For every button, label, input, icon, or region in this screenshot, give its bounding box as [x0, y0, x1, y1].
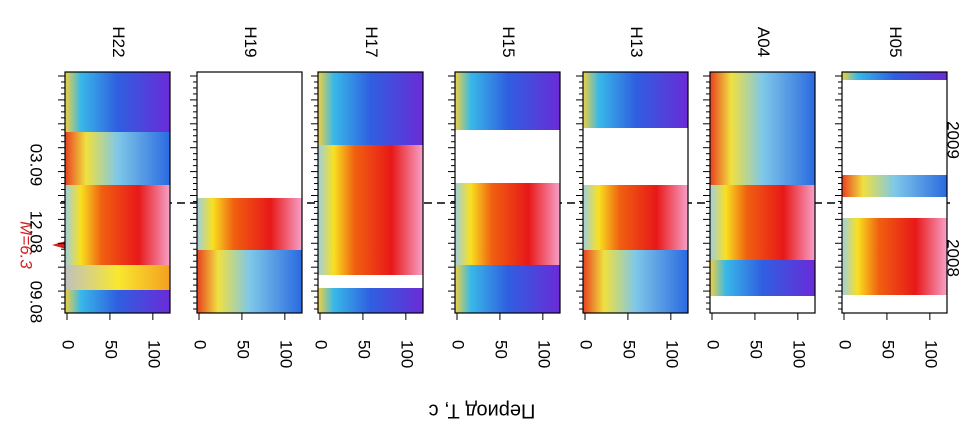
panel-label: H15: [499, 26, 518, 57]
heatmap-band: [710, 260, 815, 296]
panel-frame: [317, 71, 424, 314]
heatmap-band: [455, 130, 560, 183]
heatmap-band: [710, 72, 815, 185]
heatmap-band: [318, 145, 423, 275]
x-tick-label: 0: [191, 340, 210, 349]
x-tick-label: 100: [397, 340, 416, 368]
heatmap-band: [318, 275, 423, 288]
panel-frame: [454, 71, 561, 314]
x-tick-label: 0: [59, 340, 78, 349]
panel-frame: [64, 71, 171, 314]
panel-label: H22: [109, 26, 128, 57]
x-tick-label: 50: [233, 340, 252, 359]
heatmap-band: [842, 175, 947, 197]
heatmap-band: [710, 185, 815, 260]
panel-label: H05: [886, 26, 905, 57]
x-tick-label: 50: [619, 340, 638, 359]
panel-label: H13: [627, 26, 646, 57]
panel-frame: [841, 71, 948, 314]
x-tick-label: 100: [144, 340, 163, 368]
heatmap-band: [65, 132, 170, 185]
heatmap-band: [65, 72, 170, 132]
heatmap-band: [583, 185, 688, 250]
x-tick-label: 0: [836, 340, 855, 349]
panel-frame: [196, 71, 303, 314]
time-label: 09.08: [27, 281, 46, 324]
heatmap-band: [197, 198, 302, 250]
panel-frame: [582, 71, 689, 314]
x-tick-label: 50: [491, 340, 510, 359]
axis-title: Период T, с: [429, 400, 536, 422]
year-label: 2009: [944, 121, 963, 159]
x-tick-label: 50: [354, 340, 373, 359]
x-tick-label: 0: [704, 340, 723, 349]
heatmap-band: [65, 290, 170, 313]
heatmap-band: [842, 295, 947, 313]
x-tick-label: 0: [449, 340, 468, 349]
heatmap-band: [842, 197, 947, 218]
panel-label: H17: [362, 26, 381, 57]
heatmap-band: [583, 250, 688, 313]
year-label: 2008: [944, 239, 963, 277]
panel-label: A04: [754, 27, 773, 57]
time-label: 12.08: [27, 211, 46, 254]
x-tick-label: 50: [878, 340, 897, 359]
heatmap-band: [455, 265, 560, 313]
heatmap-band: [842, 80, 947, 175]
heatmap-band: [455, 183, 560, 265]
heatmap-band: [842, 218, 947, 295]
x-tick-label: 100: [921, 340, 940, 368]
x-tick-label: 50: [746, 340, 765, 359]
heatmap-band: [65, 265, 170, 290]
heatmap-band: [197, 250, 302, 313]
heatmap-band: [318, 288, 423, 313]
heatmap-band: [583, 72, 688, 128]
x-tick-label: 50: [101, 340, 120, 359]
heatmap-band: [197, 72, 302, 198]
time-label: 03.09: [27, 144, 46, 187]
heatmap-band: [842, 72, 947, 80]
x-tick-label: 0: [312, 340, 331, 349]
x-tick-label: 0: [577, 340, 596, 349]
x-tick-label: 100: [662, 340, 681, 368]
x-tick-label: 100: [789, 340, 808, 368]
heatmap-band: [65, 185, 170, 265]
annotation: M=6.3: [17, 221, 36, 269]
x-tick-label: 100: [534, 340, 553, 368]
heatmap-band: [710, 296, 815, 313]
x-tick-label: 100: [276, 340, 295, 368]
panel-label: H19: [241, 26, 260, 57]
heatmap-band: [318, 72, 423, 145]
heatmap-band: [455, 72, 560, 130]
heatmap-band: [583, 128, 688, 185]
annotation-arrow: [52, 241, 66, 249]
panel-frame: [709, 71, 816, 314]
